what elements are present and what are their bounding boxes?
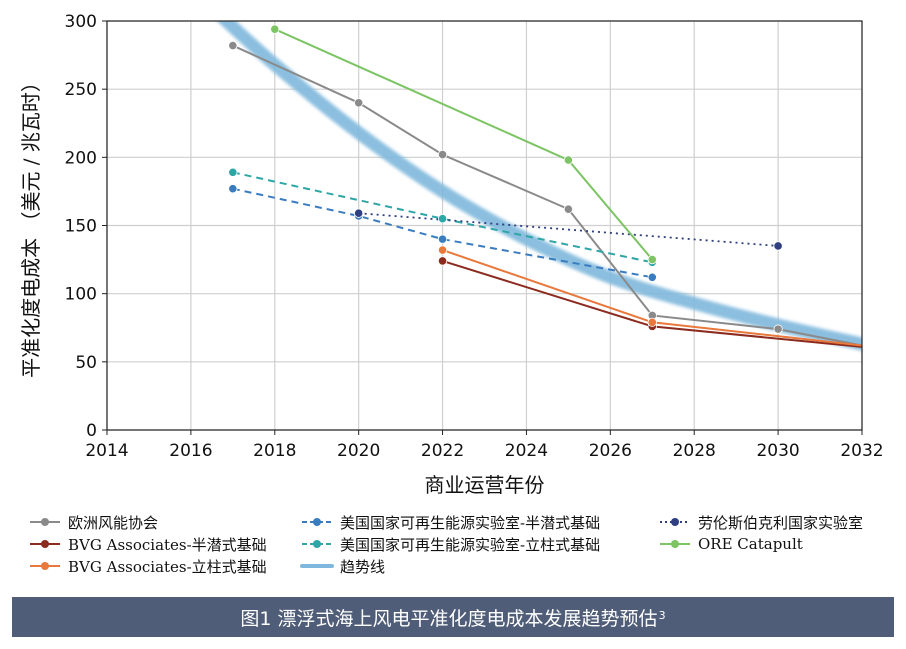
data-point-2-1 bbox=[647, 317, 657, 327]
x-tick-label: 2020 bbox=[337, 441, 380, 461]
tick-labels: 2014 2016 2018 2020 2022 2024 2026 2028 2030 2032… bbox=[65, 12, 884, 461]
caption-text: 图1 漂浮式海上风电平准化度电成本发展趋势预估 bbox=[240, 607, 658, 630]
grid bbox=[106, 20, 863, 431]
legend-item: 美国国家可再生能源实验室-立柱式基础 bbox=[300, 534, 600, 554]
data-point-0-2 bbox=[437, 150, 448, 160]
series-line-0 bbox=[232, 44, 862, 347]
legend-label: BVG Associates-半潜式基础 bbox=[68, 535, 267, 554]
y-axis-title: 平准化度电成本 （美元 / 兆瓦时） bbox=[19, 72, 43, 378]
legend-item: 欧洲风能协会 bbox=[28, 512, 158, 532]
legend-label: 美国国家可再生能源实验室-立柱式基础 bbox=[340, 535, 601, 554]
figure-caption: 图1 漂浮式海上风电平准化度电成本发展趋势预估 3 bbox=[12, 597, 894, 637]
x-tick-label: 2026 bbox=[589, 441, 632, 461]
y-tick-label: 150 bbox=[65, 217, 97, 237]
y-tick-label: 50 bbox=[75, 353, 97, 373]
legend: 欧洲风能协会 BVG Associates-半潜式基础 BVG Associates… bbox=[28, 512, 898, 580]
y-tick-label: 300 bbox=[65, 12, 97, 32]
legend-item: 美国国家可再生能源实验室-半潜式基础 bbox=[300, 512, 600, 532]
data-point-4-0 bbox=[228, 184, 238, 194]
legend-item: ORE Catapult bbox=[658, 534, 803, 554]
chart: 2014 2016 2018 2020 2022 2024 2026 2028 2030 2032… bbox=[19, 12, 884, 497]
legend-label: BVG Associates-立柱式基础 bbox=[68, 557, 267, 576]
data-point-5-0 bbox=[228, 167, 238, 177]
legend-swatch bbox=[30, 562, 60, 570]
data-point-0-0 bbox=[228, 40, 238, 51]
legend-label: ORE Catapult bbox=[698, 535, 803, 553]
legend-item: BVG Associates-半潜式基础 bbox=[28, 534, 267, 554]
x-tick-label: 2024 bbox=[505, 441, 548, 461]
y-tick-label: 250 bbox=[65, 80, 97, 100]
data-point-4-3 bbox=[647, 272, 657, 282]
data-point-6-1 bbox=[773, 241, 783, 251]
data-point-7-1 bbox=[563, 155, 573, 165]
legend-swatch bbox=[660, 540, 690, 548]
y-tick-label: 100 bbox=[65, 285, 97, 305]
x-tick-label: 2028 bbox=[673, 441, 716, 461]
x-tick-label: 2018 bbox=[253, 441, 296, 461]
legend-label: 趋势线 bbox=[340, 557, 386, 576]
data-point-5-1 bbox=[437, 214, 448, 224]
data-point-7-0 bbox=[270, 24, 280, 34]
legend-swatch bbox=[30, 540, 60, 548]
y-tick-label: 0 bbox=[86, 421, 97, 441]
legend-swatch bbox=[660, 518, 690, 526]
series-line-4 bbox=[232, 187, 653, 279]
data-point-0-3 bbox=[563, 204, 573, 214]
x-tick-label: 2022 bbox=[421, 441, 464, 461]
data-point-4-2 bbox=[437, 234, 448, 244]
x-tick-label: 2032 bbox=[840, 441, 883, 461]
series-layer bbox=[217, 21, 862, 351]
legend-swatch bbox=[30, 518, 60, 526]
data-point-1-0 bbox=[437, 256, 448, 266]
legend-swatch bbox=[300, 564, 334, 568]
legend-label: 劳伦斯伯克利国家实验室 bbox=[698, 513, 864, 532]
legend-label: 美国国家可再生能源实验室-半潜式基础 bbox=[340, 513, 601, 532]
x-tick-label: 2014 bbox=[85, 441, 128, 461]
series-line-6 bbox=[358, 212, 779, 247]
data-point-0-1 bbox=[354, 98, 364, 108]
x-axis-title: 商业运营年份 bbox=[425, 473, 545, 497]
legend-label: 欧洲风能协会 bbox=[68, 513, 159, 532]
legend-item: 劳伦斯伯克利国家实验室 bbox=[658, 512, 863, 532]
series-line-trend bbox=[217, 21, 862, 351]
data-point-2-0 bbox=[437, 245, 448, 255]
caption-footnote: 3 bbox=[658, 608, 666, 622]
data-point-0-5 bbox=[773, 324, 783, 334]
y-tick-label: 200 bbox=[65, 148, 97, 168]
data-point-7-2 bbox=[647, 254, 657, 265]
legend-item: 趋势线 bbox=[300, 556, 385, 576]
x-tick-label: 2016 bbox=[169, 441, 212, 461]
data-point-6-0 bbox=[354, 208, 364, 218]
marker-layer bbox=[228, 24, 783, 334]
legend-swatch bbox=[302, 540, 332, 548]
legend-item: BVG Associates-立柱式基础 bbox=[28, 556, 267, 576]
x-tick-label: 2030 bbox=[756, 441, 799, 461]
legend-swatch bbox=[302, 518, 332, 526]
